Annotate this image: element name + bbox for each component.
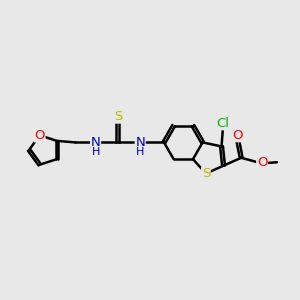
Text: O: O — [34, 129, 45, 142]
Text: S: S — [202, 167, 210, 180]
Text: N: N — [135, 136, 145, 149]
Text: H: H — [136, 147, 144, 157]
Text: S: S — [114, 110, 122, 123]
Text: N: N — [91, 136, 100, 149]
Text: O: O — [257, 156, 267, 169]
Text: O: O — [232, 129, 243, 142]
Text: H: H — [92, 147, 100, 157]
Text: Cl: Cl — [217, 117, 230, 130]
